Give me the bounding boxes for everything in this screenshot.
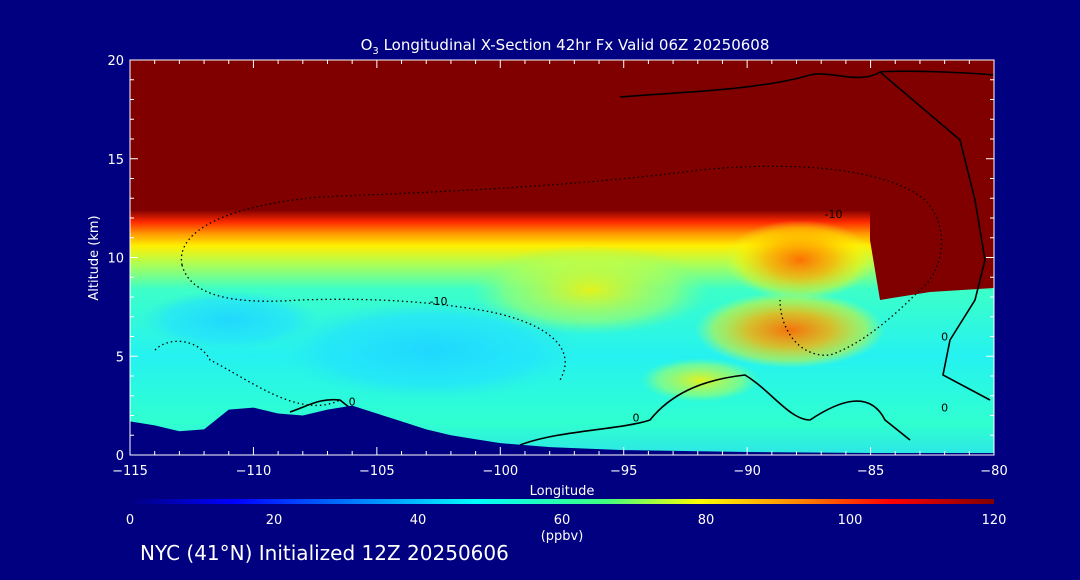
y-axis-label: Altitude (km) (87, 215, 102, 300)
low-yellow-patch (640, 358, 760, 402)
intrusion-tongue-lower (695, 292, 885, 368)
ozone-field (130, 60, 994, 455)
x-tick-label: −80 (980, 464, 1007, 479)
contour-label: -10 (430, 295, 448, 308)
contour-labels: -10 -10 0 0 0 0 (349, 208, 948, 424)
colorbar-tick-label: 20 (266, 513, 283, 528)
intrusion-tongue-upper (725, 220, 875, 300)
colorbar-tick-label: 100 (838, 513, 863, 528)
dotted-contour-upper (180, 165, 943, 356)
cyan-band-west (140, 290, 320, 350)
x-tick-label: −110 (236, 464, 272, 479)
footer-caption: NYC (41°N) Initialized 12Z 20250606 (140, 541, 509, 565)
colorbar-ticks: 0 20 40 60 80 100 120 (126, 513, 1007, 528)
x-tick-label: −90 (733, 464, 760, 479)
y-tick-label: 5 (116, 350, 124, 365)
contour-label: -10 (825, 208, 843, 221)
solid-contour-east (619, 70, 994, 98)
x-tick-label: −85 (857, 464, 884, 479)
contour-label: 0 (633, 411, 640, 424)
colorbar-tick-label: 80 (698, 513, 715, 528)
x-axis: −115 −110 −105 −100 −95 −90 −85 −80 (112, 60, 1008, 479)
terrain-mask (130, 405, 994, 455)
contour-lines (154, 70, 994, 446)
y-axis: 0 5 10 15 20 (107, 54, 994, 464)
contour-label: 0 (941, 330, 948, 343)
x-tick-label: −100 (482, 464, 518, 479)
colorbar-label: (ppbv) (541, 529, 584, 544)
mid-troposphere-minimum (280, 300, 580, 400)
x-tick-label: −95 (610, 464, 637, 479)
dotted-contour-lower (181, 264, 566, 381)
colorbar-tick-label: 120 (982, 513, 1007, 528)
colorbar-tick-label: 0 (126, 513, 134, 528)
y-tick-label: 10 (107, 252, 124, 267)
contour-label: 0 (941, 402, 948, 415)
solid-contour-east-edge (879, 71, 991, 401)
x-tick-label: −105 (359, 464, 395, 479)
colorbar (130, 499, 994, 504)
x-tick-label: −115 (112, 464, 148, 479)
colorbar-tick-label: 40 (410, 513, 427, 528)
solid-contour-low (519, 374, 911, 446)
y-tick-label: 0 (116, 449, 124, 464)
chart-title: O3 Longitudinal X-Section 42hr Fx Valid … (361, 36, 770, 57)
stratospheric-step-east (870, 60, 994, 300)
x-axis-label: Longitude (530, 484, 595, 499)
yellow-band-central (470, 245, 710, 335)
contour-label: 0 (349, 396, 356, 409)
solid-contour-terrain (289, 398, 351, 413)
colorbar-tick-label: 60 (554, 513, 571, 528)
y-tick-label: 15 (107, 153, 124, 168)
y-tick-label: 20 (107, 54, 124, 69)
